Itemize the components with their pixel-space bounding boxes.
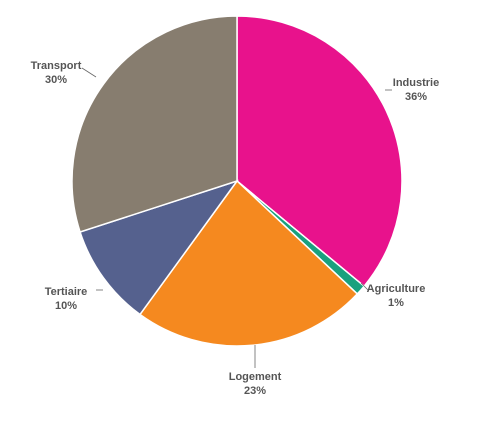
slice-value-label-logement: 23%: [244, 385, 266, 397]
pie-slice-tertiaire: [79, 179, 239, 316]
slice-value-label-transport: 30%: [45, 74, 67, 86]
slice-value-label-agriculture: 1%: [388, 297, 404, 309]
slice-name-label-tertiaire: Tertiaire: [45, 286, 88, 298]
slice-value-label-industrie: 36%: [405, 91, 427, 103]
pie-slices: [71, 15, 403, 347]
slice-labels: Industrie 36% Agriculture 1% Logement 23% Tert…: [31, 60, 440, 397]
slice-name-label-logement: Logement: [229, 371, 282, 383]
pie-slice-industrie: [236, 15, 403, 288]
label-leader-lines: [81, 67, 392, 368]
pie-slice-logement: [138, 179, 359, 347]
slice-name-label-industrie: Industrie: [393, 77, 439, 89]
leader-line-transport: [81, 67, 97, 78]
slice-name-label-agriculture: Agriculture: [367, 283, 426, 295]
slice-name-label-transport: Transport: [31, 60, 82, 72]
pie-slice-transport: [71, 15, 238, 233]
slice-value-label-tertiaire: 10%: [55, 300, 77, 312]
leader-line-agriculture: [360, 282, 369, 291]
